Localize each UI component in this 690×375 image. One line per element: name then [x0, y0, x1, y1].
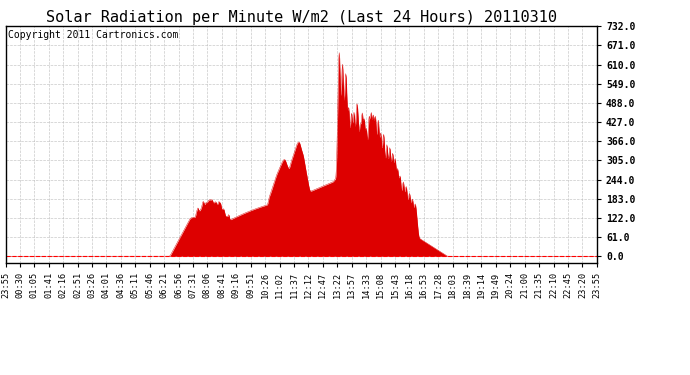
Text: Copyright 2011 Cartronics.com: Copyright 2011 Cartronics.com — [8, 30, 179, 40]
Title: Solar Radiation per Minute W/m2 (Last 24 Hours) 20110310: Solar Radiation per Minute W/m2 (Last 24… — [46, 10, 557, 25]
